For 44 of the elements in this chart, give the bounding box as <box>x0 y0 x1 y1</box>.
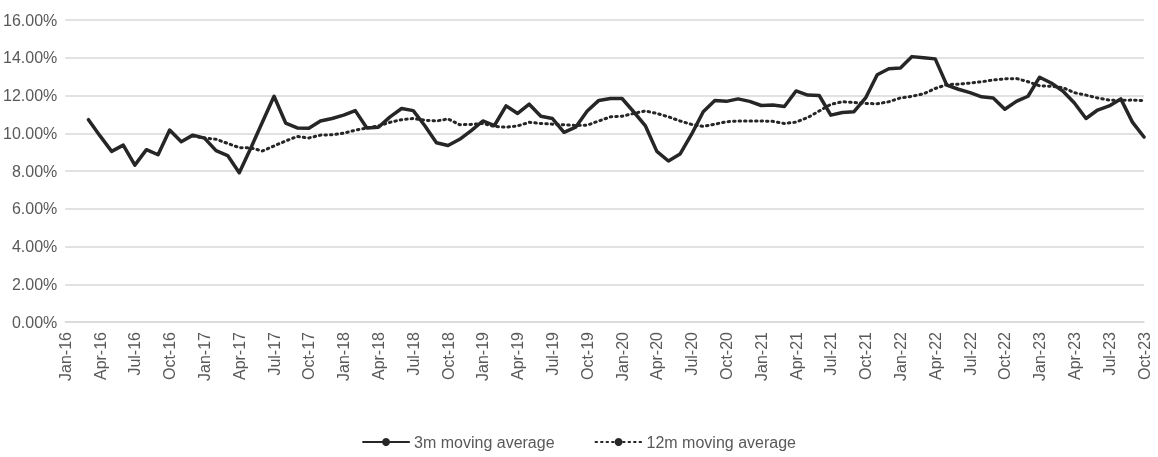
y-tick-label: 12.00% <box>3 87 58 104</box>
y-tick-label: 2.00% <box>11 275 58 293</box>
y-tick-label: 8.00% <box>11 162 58 180</box>
x-tick-label: Apr-17 <box>230 331 248 381</box>
x-tick-label: Oct-23 <box>1135 331 1153 381</box>
x-tick-label: Jan-16 <box>56 331 74 381</box>
x-tick-label: Apr-22 <box>926 331 944 381</box>
x-tick-label: Jul-20 <box>683 331 701 376</box>
x-tick-label: Jan-17 <box>195 331 213 381</box>
x-tick-label: Apr-20 <box>648 331 666 381</box>
x-tick-label: Apr-16 <box>91 331 109 381</box>
x-tick-label: Apr-23 <box>1065 331 1083 381</box>
x-tick-label: Jul-17 <box>265 331 283 376</box>
x-tick-label: Apr-18 <box>369 331 387 381</box>
y-tick-label: 6.00% <box>11 200 58 218</box>
y-tick-label: 14.00% <box>3 49 58 67</box>
x-tick-label: Oct-19 <box>578 331 596 381</box>
x-tick-label: Jul-19 <box>543 331 561 376</box>
x-tick-label: Jan-22 <box>891 331 909 381</box>
x-tick-label: Oct-21 <box>857 331 875 381</box>
x-tick-label: Jul-23 <box>1100 331 1118 376</box>
legend-label: 12m moving average <box>646 433 797 451</box>
x-tick-label: Jan-23 <box>1031 331 1049 381</box>
x-tick-label: Oct-20 <box>717 331 735 381</box>
x-tick-label: Oct-22 <box>996 331 1014 381</box>
x-tick-label: Jul-22 <box>961 331 979 376</box>
x-tick-label: Jan-18 <box>335 331 353 381</box>
y-tick-label: 4.00% <box>11 238 58 255</box>
x-tick-label: Oct-18 <box>439 331 457 381</box>
x-tick-label: Jan-20 <box>613 331 631 381</box>
x-tick-label: Jan-21 <box>752 331 770 381</box>
x-tick-label: Jul-18 <box>404 331 422 376</box>
line-series <box>86 54 1146 175</box>
x-tick-label: Oct-17 <box>300 331 318 381</box>
x-tick-label: Apr-19 <box>509 331 527 381</box>
x-tick-label: Oct-16 <box>161 331 179 381</box>
y-tick-label: 0.00% <box>11 313 58 331</box>
legend-label: 3m moving average <box>414 433 555 451</box>
x-tick-label: Jul-21 <box>822 331 840 376</box>
x-tick-label: Jan-19 <box>474 331 492 381</box>
y-tick-label: 10.00% <box>3 124 58 142</box>
y-tick-label: 16.00% <box>3 11 58 29</box>
x-tick-label: Apr-21 <box>787 331 805 381</box>
x-tick-label: Jul-16 <box>126 331 144 376</box>
